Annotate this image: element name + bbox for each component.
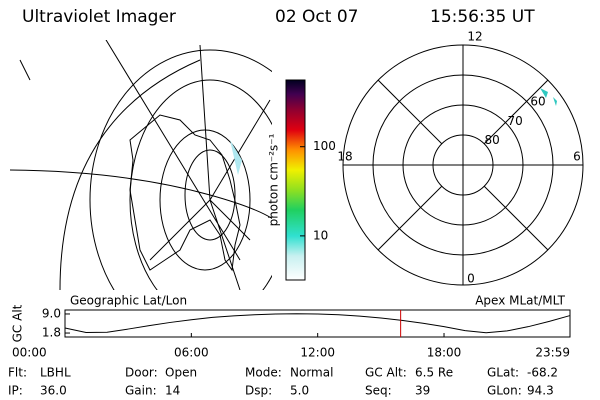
- info-label: Mode:: [245, 366, 282, 380]
- info-label: Dsp:: [245, 384, 272, 398]
- y-tick-label: 9.0: [42, 306, 61, 320]
- info-value: 36.0: [40, 384, 67, 398]
- lat-ring: [372, 74, 554, 256]
- info-value: 6.5 Re: [415, 366, 453, 380]
- info-label: IP:: [8, 384, 23, 398]
- y-axis-label: GC Alt: [11, 304, 25, 342]
- info-value: Open: [165, 366, 197, 380]
- info-value: 5.0: [290, 384, 309, 398]
- lat-label: 70: [507, 114, 522, 128]
- info-label: Gain:: [125, 384, 157, 398]
- mlt-diagonal: [377, 79, 443, 145]
- geographic-map: [10, 40, 272, 290]
- x-tick-label: 23:59: [535, 346, 570, 360]
- info-label: GC Alt:: [365, 366, 407, 380]
- lat-label: 60: [530, 95, 545, 109]
- mlt-diagonal: [483, 185, 549, 251]
- x-tick-label: 06:00: [174, 346, 209, 360]
- colorbar-tick-label: 100: [313, 139, 336, 153]
- info-value: LBHL: [40, 366, 71, 380]
- info-value: 14: [165, 384, 180, 398]
- mlt-label: 6: [573, 150, 581, 164]
- title: Ultraviolet Imager: [22, 7, 176, 27]
- x-tick-label: 12:00: [300, 346, 335, 360]
- lat-ring: [402, 104, 524, 226]
- colorbar: [285, 79, 306, 281]
- lat-label: 80: [484, 133, 499, 147]
- altitude-curve: [64, 313, 571, 334]
- aurora-patch: [540, 88, 557, 106]
- mlt-label: 12: [467, 30, 482, 44]
- lat-ring: [432, 134, 494, 196]
- colorbar-tick-label: 10: [313, 228, 328, 242]
- mlt-label: 18: [337, 150, 352, 164]
- info-value: 94.3: [527, 384, 554, 398]
- info-label: Flt:: [8, 366, 27, 380]
- mlt-label: 0: [467, 272, 475, 286]
- x-tick-label: 00:00: [12, 346, 47, 360]
- info-value: 39: [415, 384, 430, 398]
- info-label: GLon:: [487, 384, 522, 398]
- colorbar-label: photon cm⁻²s⁻¹: [267, 133, 281, 226]
- y-tick-label: 1.8: [42, 326, 61, 340]
- x-tick-label: 18:00: [427, 346, 462, 360]
- mlt-diagonal: [483, 79, 549, 145]
- time: 15:56:35 UT: [430, 7, 535, 27]
- info-label: Door:: [125, 366, 158, 380]
- info-value: Normal: [290, 366, 333, 380]
- info-value: -68.2: [527, 366, 558, 380]
- left-title: Geographic Lat/Lon: [70, 294, 187, 308]
- date: 02 Oct 07: [275, 7, 358, 27]
- mlt-diagonal: [377, 185, 443, 251]
- info-label: Seq:: [365, 384, 392, 398]
- info-label: GLat:: [487, 366, 519, 380]
- right-title: Apex MLat/MLT: [475, 294, 565, 308]
